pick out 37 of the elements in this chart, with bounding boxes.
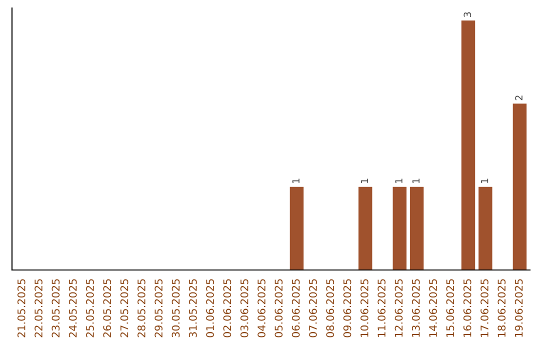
x-tick-label: 01.06.2025	[206, 279, 214, 338]
data-label: 1	[481, 178, 488, 183]
data-label: 1	[395, 178, 402, 183]
x-tick-label: 29.05.2025	[154, 279, 163, 338]
data-label: 2	[515, 96, 522, 100]
x-tick-label: 17.06.2025	[480, 279, 488, 337]
x-tick-label: 03.06.2025	[240, 279, 248, 338]
x-tick-label: 04.06.2025	[258, 279, 266, 338]
x-tick-label: 16.06.2025	[463, 279, 472, 337]
x-tick-label: 09.06.2025	[343, 279, 352, 338]
x-tick-label: 22.05.2025	[34, 279, 42, 338]
x-tick-label: 28.05.2025	[138, 279, 146, 338]
data-label: 1	[412, 178, 420, 183]
x-tick-label: 21.05.2025	[17, 279, 26, 338]
data-label: 1	[360, 178, 368, 183]
x-tick-label: 12.06.2025	[394, 279, 403, 337]
x-tick-label: 08.06.2025	[326, 279, 334, 338]
x-tick-label: 18.06.2025	[498, 279, 506, 337]
x-tick-label: 13.06.2025	[412, 279, 420, 337]
x-tick-label: 15.06.2025	[446, 279, 454, 337]
x-tick-label: 23.05.2025	[52, 279, 60, 338]
data-label: 1	[292, 178, 300, 183]
x-tick-label: 11.06.2025	[378, 279, 386, 337]
x-tick-label: 26.05.2025	[103, 279, 112, 338]
x-tick-label: 27.05.2025	[120, 279, 128, 338]
x-tick-label: 30.05.2025	[172, 279, 180, 338]
x-tick-label: 19.06.2025	[514, 279, 523, 337]
x-tick-label: 07.06.2025	[309, 279, 317, 338]
x-tick-label: 05.06.2025	[274, 279, 283, 338]
x-tick-label: 14.06.2025	[429, 279, 437, 337]
x-tick-label: 25.05.2025	[86, 279, 94, 338]
data-label: 3	[464, 12, 472, 17]
x-tick-label: 06.06.2025	[292, 279, 300, 338]
x-tick-label: 24.05.2025	[68, 279, 77, 338]
x-tick-label: 02.06.2025	[223, 279, 232, 338]
x-tick-label: 10.06.2025	[360, 279, 368, 337]
x-tick-label: 31.05.2025	[188, 279, 197, 338]
